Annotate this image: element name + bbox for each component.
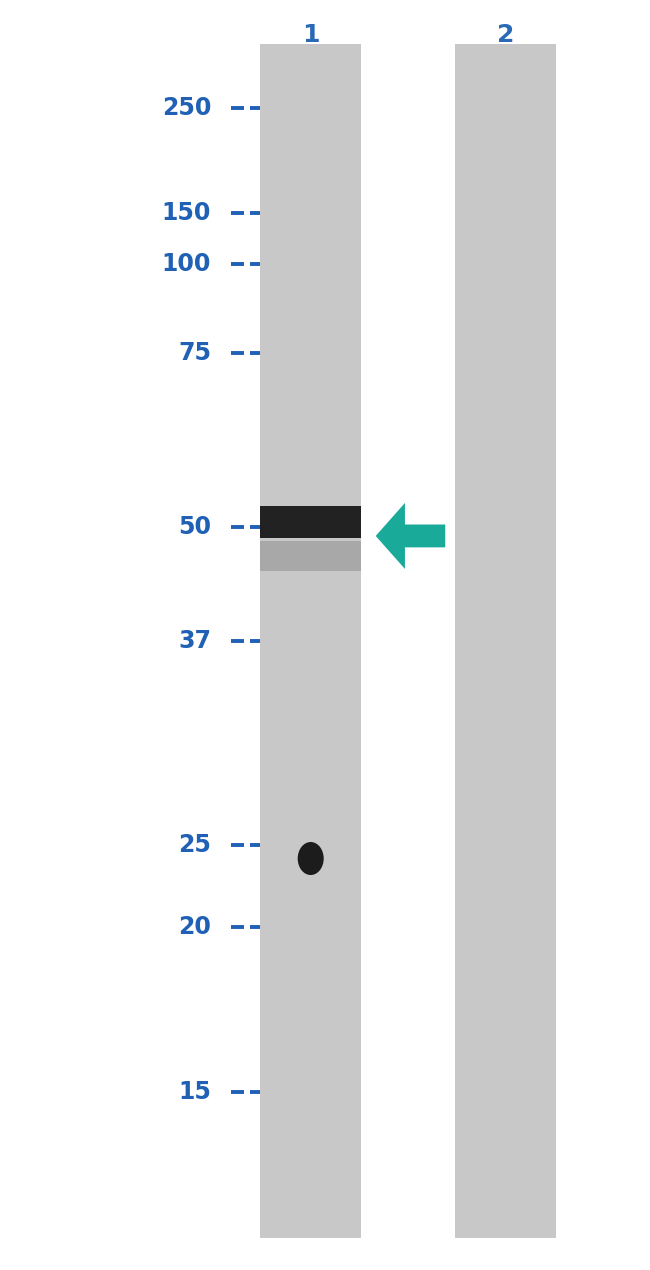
FancyArrow shape: [376, 503, 445, 569]
Bar: [260, 505, 361, 538]
Text: 1: 1: [302, 23, 319, 47]
Bar: [260, 541, 361, 572]
Text: 25: 25: [178, 833, 211, 856]
Text: 150: 150: [162, 202, 211, 225]
Text: 75: 75: [178, 342, 211, 364]
Text: 250: 250: [162, 97, 211, 119]
Text: 20: 20: [178, 916, 211, 939]
Ellipse shape: [298, 842, 324, 875]
Text: 2: 2: [497, 23, 514, 47]
Bar: [260, 44, 361, 1238]
Bar: [455, 44, 556, 1238]
Text: 100: 100: [162, 253, 211, 276]
Text: 37: 37: [178, 630, 211, 653]
Text: 50: 50: [178, 516, 211, 538]
Text: 15: 15: [178, 1081, 211, 1104]
